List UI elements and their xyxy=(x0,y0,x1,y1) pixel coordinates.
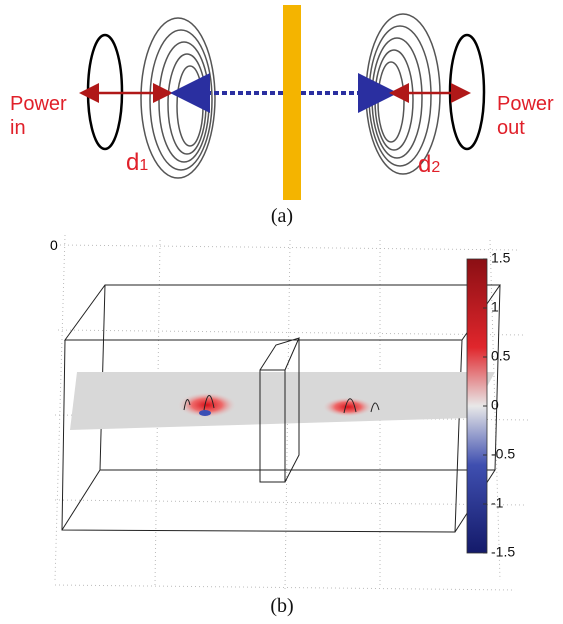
barrier xyxy=(283,5,301,200)
colorbar-tick-label: 1 xyxy=(491,299,499,315)
coil xyxy=(183,395,380,414)
label: Power xyxy=(497,93,554,115)
caption: (a) xyxy=(271,205,293,227)
box xyxy=(61,284,501,533)
panel-b: 0 (b) xyxy=(50,234,531,617)
caption: (b) xyxy=(270,595,293,617)
d: d xyxy=(126,149,139,176)
label: in xyxy=(10,117,26,139)
label: Power xyxy=(10,93,67,115)
plane xyxy=(70,372,495,430)
field xyxy=(177,392,237,418)
sub: 2 xyxy=(431,159,440,176)
colorbar-tick-label: -1 xyxy=(491,495,504,511)
distance: d1 xyxy=(126,149,148,176)
sub: 1 xyxy=(139,157,148,174)
panel-a: Power in Power out d1 d2 (a) xyxy=(10,5,554,227)
distance: d2 xyxy=(418,151,440,178)
label: out xyxy=(497,117,525,139)
slab xyxy=(259,337,300,483)
colorbar-tick-label: -0.5 xyxy=(491,446,515,462)
colorbar-tick-label: -1.5 xyxy=(491,544,515,560)
axis-label: 0 xyxy=(50,237,58,253)
d: d xyxy=(418,151,431,178)
field xyxy=(199,410,211,416)
colorbar-tick-label: 1.5 xyxy=(491,250,511,266)
coil xyxy=(140,17,216,179)
colorbar-tick-label: 0.5 xyxy=(491,348,511,364)
colorbar-tick-label: 0 xyxy=(491,397,499,413)
field xyxy=(322,397,374,417)
